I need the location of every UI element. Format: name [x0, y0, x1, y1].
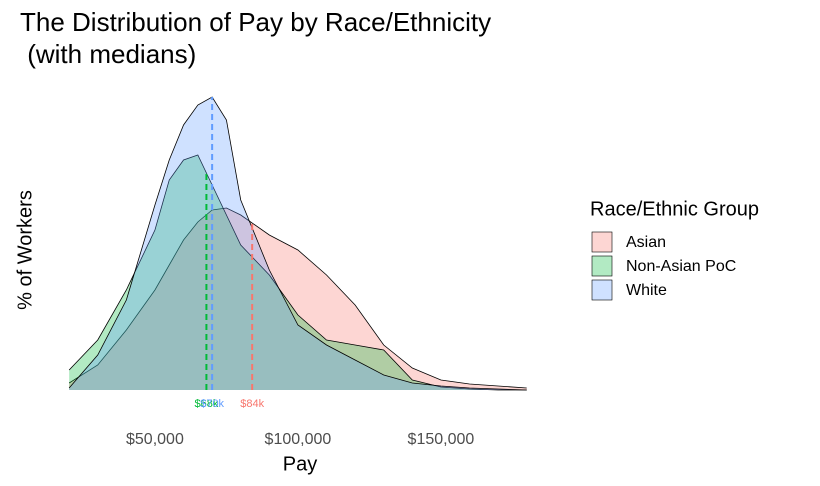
- chart-title: The Distribution of Pay by Race/Ethnicit…: [20, 7, 491, 37]
- chart-subtitle: (with medians): [20, 39, 196, 69]
- legend-label: Non-Asian PoC: [626, 258, 736, 275]
- density-line: [68, 96, 527, 391]
- legend-swatch: [591, 255, 613, 277]
- density-line: [68, 207, 527, 389]
- x-axis-label: Pay: [283, 453, 317, 475]
- x-tick-label: $50,000: [126, 431, 184, 448]
- legend-title: Race/Ethnic Group: [590, 198, 759, 220]
- legend-label: White: [626, 282, 667, 299]
- median-label: $70k: [200, 398, 224, 410]
- density-area: [69, 208, 527, 390]
- density-area: [69, 155, 527, 390]
- x-tick-label: $100,000: [265, 431, 332, 448]
- x-tick-label: $150,000: [408, 431, 475, 448]
- legend-swatch: [591, 279, 613, 301]
- density-area: [69, 97, 527, 390]
- legend-label: Asian: [626, 234, 666, 251]
- y-axis-label: % of Workers: [14, 190, 36, 310]
- median-label: $84k: [240, 398, 264, 410]
- median-label: $68k: [194, 398, 218, 410]
- legend-swatch: [591, 231, 613, 253]
